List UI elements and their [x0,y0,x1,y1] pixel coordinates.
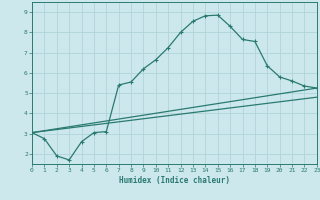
X-axis label: Humidex (Indice chaleur): Humidex (Indice chaleur) [119,176,230,185]
